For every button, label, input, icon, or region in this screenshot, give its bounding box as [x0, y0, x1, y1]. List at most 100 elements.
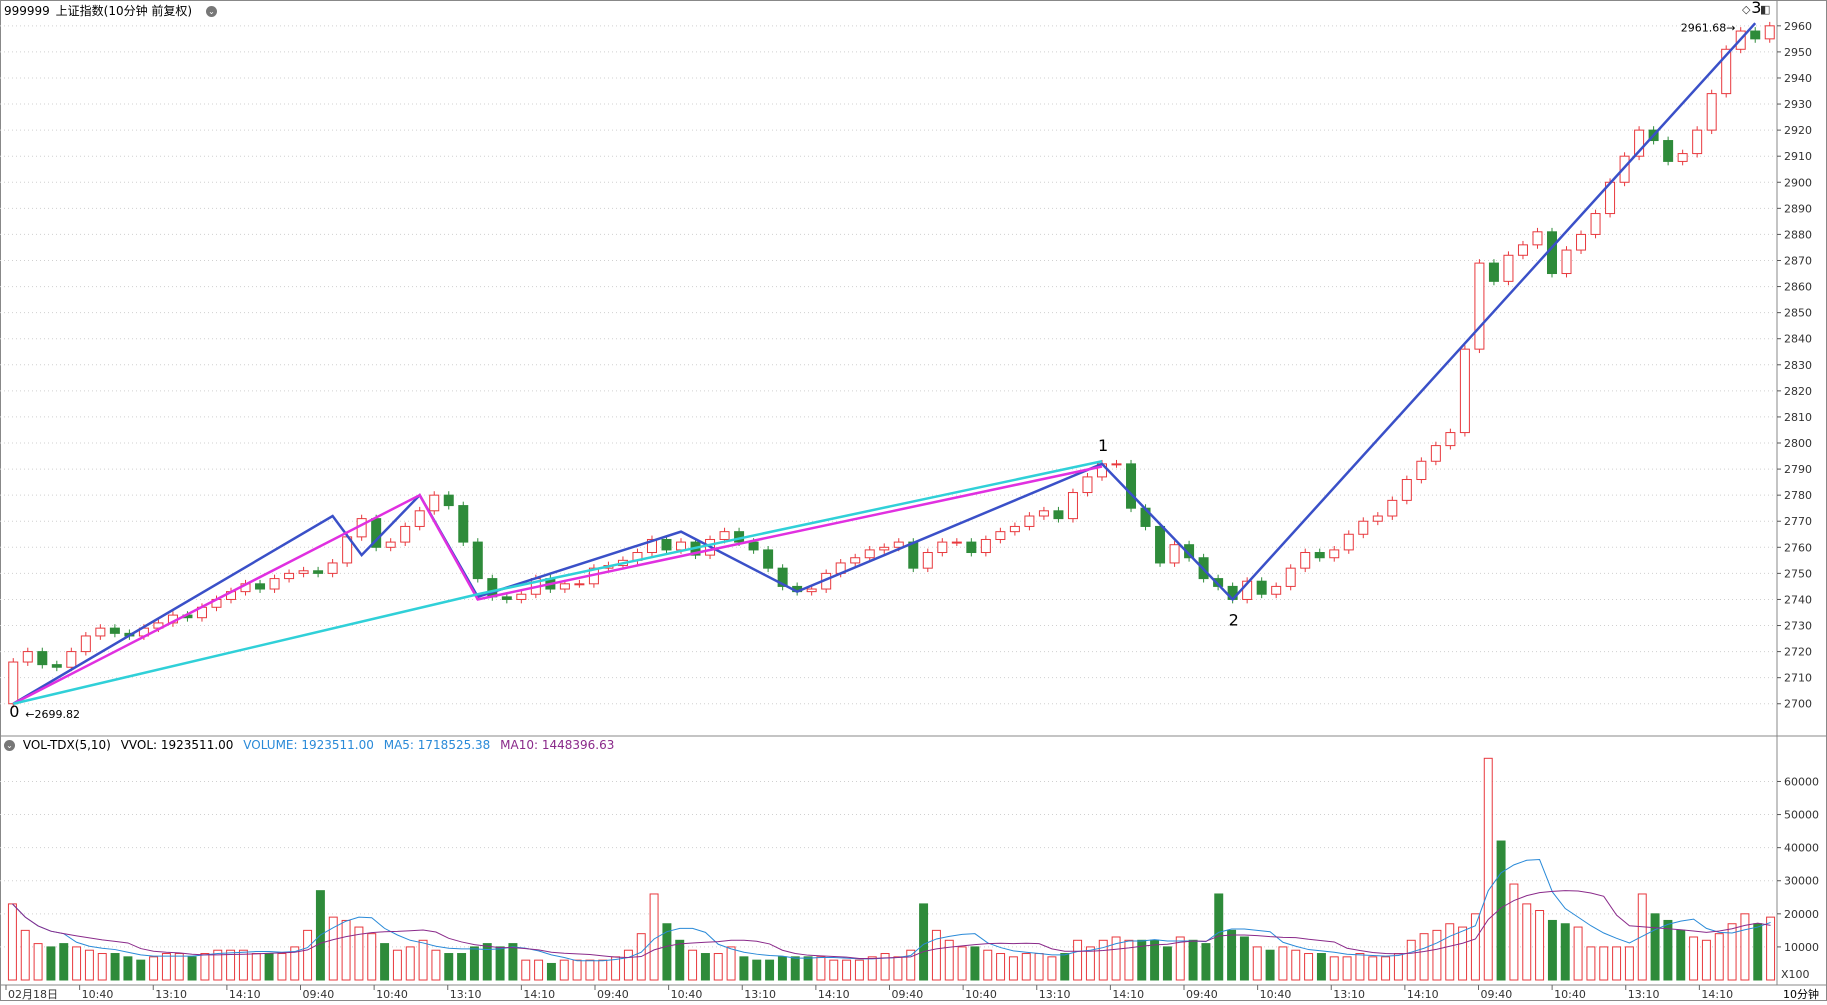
price-tick-label: 2870: [1784, 254, 1812, 267]
candle-body: [313, 570, 324, 574]
volume-bar: [1355, 953, 1365, 981]
candle-body: [1459, 348, 1470, 434]
ma10-line: [12, 890, 1771, 959]
candle-body: [879, 546, 890, 551]
x-tick-label: 13:10: [450, 988, 482, 1001]
price-tick-label: 2860: [1784, 281, 1812, 294]
volume-bar: [1393, 953, 1403, 981]
candle-body: [1576, 233, 1587, 251]
candle-body: [269, 578, 280, 590]
x-tick-label: 13:10: [1333, 988, 1365, 1001]
candle-body: [1488, 262, 1499, 282]
dropdown-circle-icon[interactable]: ⌄: [205, 6, 217, 17]
price-tick-label: 2730: [1784, 620, 1812, 633]
candle-body: [95, 627, 106, 637]
price-tick-label: 2920: [1784, 124, 1812, 137]
x-tick-label: 10:40: [82, 988, 114, 1001]
volume-bar: [1612, 946, 1622, 981]
volume-bar: [1162, 946, 1172, 981]
candle-body: [661, 538, 672, 551]
volume-bar: [752, 959, 762, 981]
candle-body: [1155, 525, 1166, 564]
volume-bar: [1406, 939, 1416, 981]
volume-bar: [1483, 757, 1493, 981]
volume-bar: [392, 949, 402, 981]
volume-bar: [508, 943, 518, 981]
candle-body: [1009, 525, 1020, 533]
volume-bar: [1445, 923, 1455, 981]
volume-bar: [867, 956, 877, 981]
candle-body: [472, 541, 483, 580]
candle-body: [676, 541, 687, 551]
high-price-label: 2961.68→: [1681, 21, 1736, 34]
volume-bar: [431, 949, 441, 981]
volume-bar: [46, 946, 56, 981]
volume-bar: [367, 933, 377, 981]
volume-bar: [1227, 929, 1237, 981]
candle-body: [1038, 510, 1049, 517]
x-tick-label: 09:40: [892, 988, 924, 1001]
candle-body: [443, 494, 454, 507]
volume-bar: [200, 953, 210, 981]
price-tick-label: 2830: [1784, 359, 1812, 372]
volume-bar: [495, 946, 505, 981]
volume-bar: [84, 949, 94, 981]
volume-bar: [983, 949, 993, 981]
volume-bar: [7, 903, 17, 981]
wave-line-cyan: [12, 460, 1103, 705]
x-tick-label: 10:40: [965, 988, 997, 1001]
price-tick-label: 2790: [1784, 463, 1812, 476]
price-tick-label: 2840: [1784, 333, 1812, 346]
stock-name: 上证指数(10分钟 前复权): [55, 4, 193, 18]
volume-bar: [123, 956, 133, 981]
candle-body: [1256, 580, 1267, 595]
volume-bar: [1047, 956, 1057, 981]
ma10-value: MA10: 1448396.63: [500, 738, 615, 752]
volume-bar: [251, 953, 261, 981]
volume-bar: [136, 959, 146, 981]
candle-body: [908, 541, 919, 569]
volume-bar: [816, 956, 826, 981]
volume-bar: [944, 939, 954, 981]
volume-bar: [700, 953, 710, 981]
dropdown-circle-icon[interactable]: ⌄: [4, 740, 15, 751]
volume-bar: [970, 946, 980, 981]
volume-bar: [739, 956, 749, 981]
x-tick-label: 14:10: [229, 988, 261, 1001]
candle-body: [777, 567, 788, 587]
candle-body: [1024, 515, 1035, 527]
price-tick-label: 2770: [1784, 515, 1812, 528]
volume-bar: [1137, 939, 1147, 981]
candle-body: [1285, 567, 1296, 587]
panel-toggle-icon[interactable]: ◧: [1760, 3, 1771, 16]
x-tick-label: 10:40: [1554, 988, 1586, 1001]
low-price-label: ←2699.82: [25, 708, 80, 721]
volume-value: VOLUME: 1923511.00: [243, 738, 374, 752]
candle-body: [966, 541, 977, 554]
volume-bar: [559, 959, 569, 981]
volume-bar: [1111, 936, 1121, 981]
volume-bar: [1008, 956, 1018, 981]
diamond-icon[interactable]: ◇: [1742, 3, 1751, 16]
volume-bar: [1252, 946, 1262, 981]
volume-bar: [264, 953, 274, 981]
candle-body: [1111, 463, 1122, 466]
volume-bar: [457, 953, 467, 981]
x-tick-label: 10:40: [1260, 988, 1292, 1001]
volume-bar: [187, 956, 197, 981]
volume-bar: [482, 943, 492, 981]
candle-body: [1532, 231, 1543, 246]
x-tick-label: 13:10: [1039, 988, 1071, 1001]
volume-bar: [1291, 949, 1301, 981]
ma5-line: [12, 859, 1771, 962]
volume-bar: [1381, 956, 1391, 981]
volume-bar: [726, 946, 736, 981]
candle-body: [1750, 30, 1761, 40]
price-tick-label: 2700: [1784, 698, 1812, 711]
volume-bar: [1419, 933, 1429, 981]
price-tick-label: 2930: [1784, 98, 1812, 111]
candle-body: [937, 541, 948, 554]
volume-bar: [546, 962, 556, 981]
x-tick-label: 14:10: [818, 988, 850, 1001]
